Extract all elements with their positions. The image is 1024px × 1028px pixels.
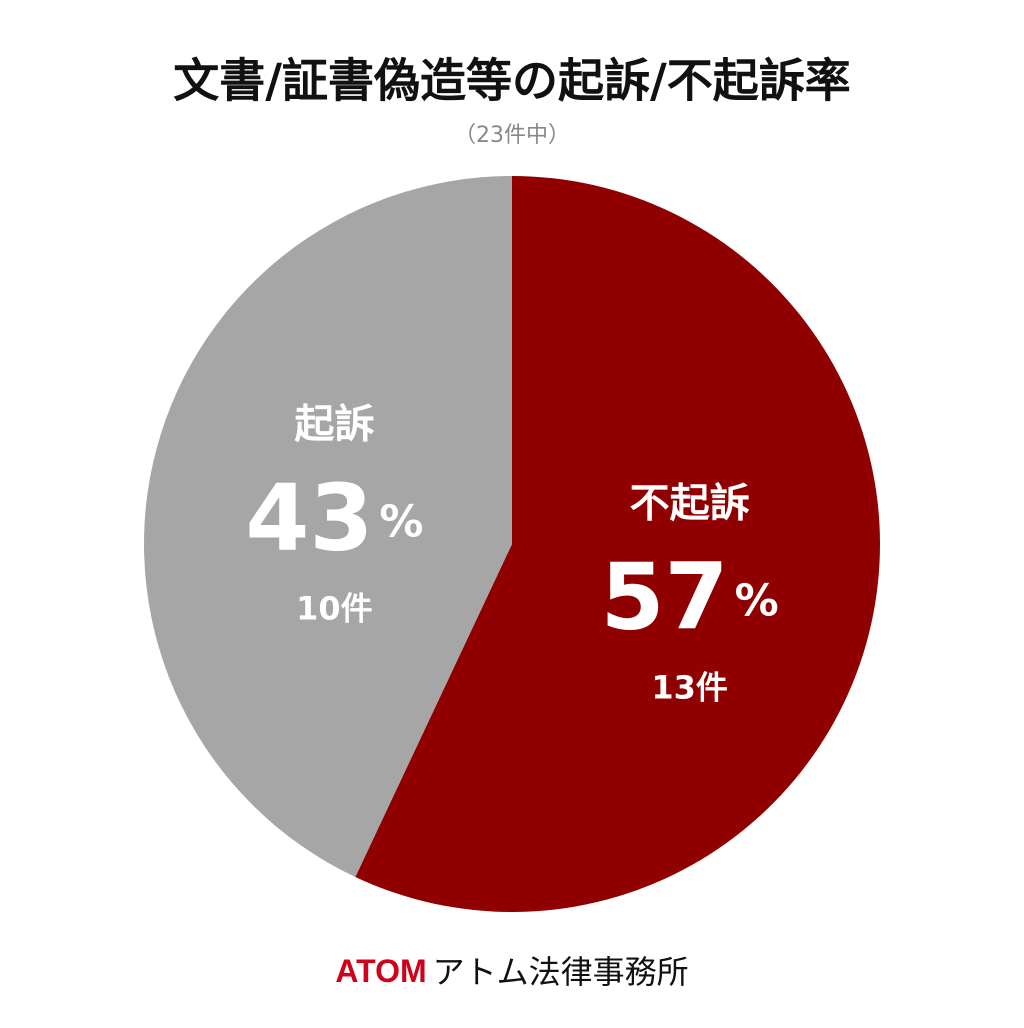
- chart-subtitle: （23件中）: [454, 123, 570, 148]
- slice-count: 13件: [651, 669, 728, 707]
- footer: ATOM アトム法律事務所: [335, 953, 688, 991]
- pie-slice: [355, 176, 880, 912]
- percent-value: 43: [245, 465, 373, 572]
- footer-name: アトム法律事務所: [433, 953, 689, 991]
- slice-labels: 不起訴 57 % 13件 起訴 43 % 10件: [245, 401, 778, 706]
- pie: [143, 176, 880, 912]
- chart-title: 文書/証書偽造等の起訴/不起訴率: [173, 54, 851, 108]
- slice-count: 10件: [296, 589, 373, 627]
- percent-value: 57: [601, 544, 729, 651]
- slice-name: 起訴: [294, 401, 374, 447]
- pie-slice: [143, 176, 512, 877]
- percent-unit: %: [735, 576, 779, 627]
- percent-unit: %: [379, 496, 423, 547]
- footer-logo: ATOM: [335, 953, 426, 989]
- slice-percent: 43%: [245, 465, 423, 572]
- slice-name: 不起訴: [630, 481, 750, 527]
- slice-percent: 57%: [601, 544, 779, 651]
